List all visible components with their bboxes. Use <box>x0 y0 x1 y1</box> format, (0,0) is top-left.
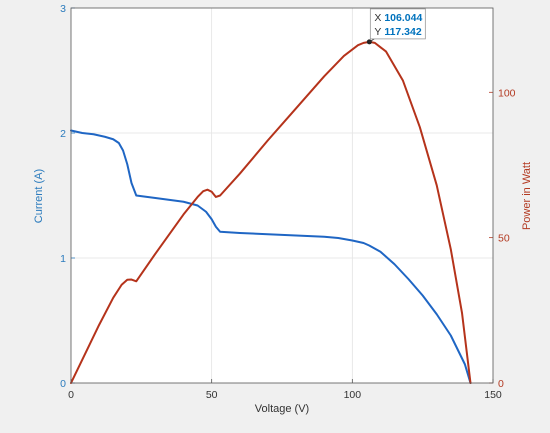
right-tick-label: 50 <box>498 233 510 245</box>
right-tick-label: 100 <box>498 87 516 99</box>
grid-lines <box>71 8 493 383</box>
right-axis-title: Power in Watt <box>521 162 533 230</box>
x-axis-title: Voltage (V) <box>255 403 309 415</box>
datatip-box[interactable] <box>369 8 426 40</box>
right-tick-label: 0 <box>498 378 504 390</box>
plot-area <box>71 8 493 383</box>
series-line-left <box>70 129 472 384</box>
x-tick-label: 50 <box>206 389 218 401</box>
x-tick-label: 0 <box>68 389 74 401</box>
datatip-y-label: Y <box>374 26 381 38</box>
datatip-y-value: 117.342 <box>384 26 422 38</box>
datatip-x-label: X <box>374 12 381 24</box>
series-line-right <box>70 40 472 384</box>
datatip-stem <box>369 38 375 43</box>
x-tick-label: 100 <box>344 389 362 401</box>
datatip[interactable]: X 106.044 Y 117.342 <box>366 8 426 45</box>
datatip-x-value: 106.044 <box>384 12 422 24</box>
left-tick-label: 2 <box>60 128 66 140</box>
plot-frame <box>70 7 494 384</box>
left-axis-title: Current (A) <box>33 169 45 223</box>
left-tick-label: 3 <box>60 3 66 15</box>
x-tick-label: 150 <box>484 389 502 401</box>
series-layer <box>70 40 472 384</box>
left-tick-label: 1 <box>60 253 66 265</box>
left-tick-label: 0 <box>60 378 66 390</box>
